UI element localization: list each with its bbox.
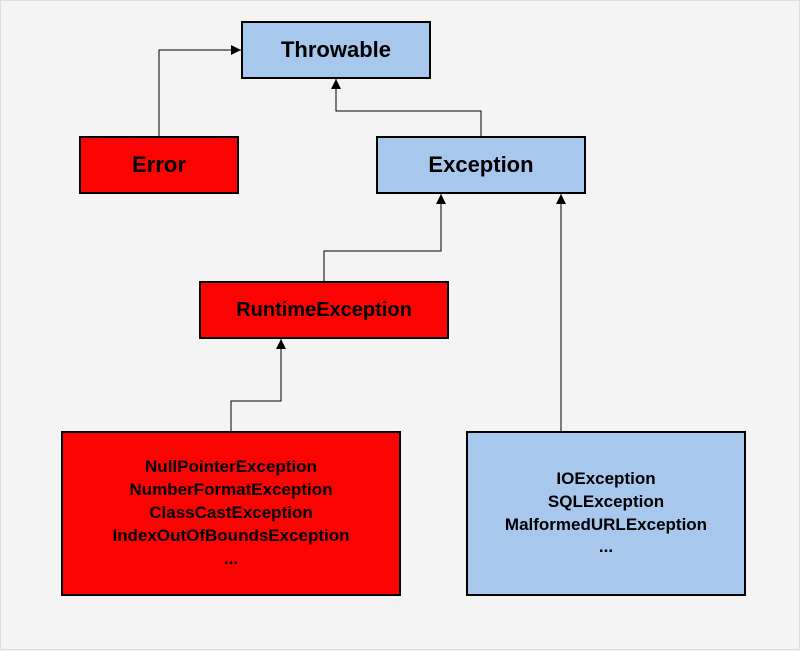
edge-error-to-throwable	[159, 50, 241, 136]
node-unchecked-list: NullPointerExceptionNumberFormatExceptio…	[61, 431, 401, 596]
edges-group	[159, 50, 561, 431]
list-line: IOException	[556, 468, 655, 491]
node-error-label: Error	[132, 150, 186, 180]
node-throwable: Throwable	[241, 21, 431, 79]
node-exception-label: Exception	[428, 150, 533, 180]
list-line: IndexOutOfBoundsException	[112, 525, 349, 548]
edge-runtime-to-exception	[324, 194, 441, 281]
list-line: ClassCastException	[149, 502, 312, 525]
node-runtime-label: RuntimeException	[236, 297, 412, 324]
node-throwable-label: Throwable	[281, 35, 391, 65]
list-line: MalformedURLException	[505, 514, 707, 537]
node-checked-list: IOExceptionSQLExceptionMalformedURLExcep…	[466, 431, 746, 596]
node-error: Error	[79, 136, 239, 194]
list-line: ...	[599, 536, 613, 559]
edge-exception-to-throwable	[336, 79, 481, 136]
list-line: ...	[224, 548, 238, 571]
node-exception: Exception	[376, 136, 586, 194]
list-line: SQLException	[548, 491, 664, 514]
list-line: NumberFormatException	[129, 479, 332, 502]
list-line: NullPointerException	[145, 456, 317, 479]
node-runtime-exception: RuntimeException	[199, 281, 449, 339]
edge-unchecked_list-to-runtime	[231, 339, 281, 431]
